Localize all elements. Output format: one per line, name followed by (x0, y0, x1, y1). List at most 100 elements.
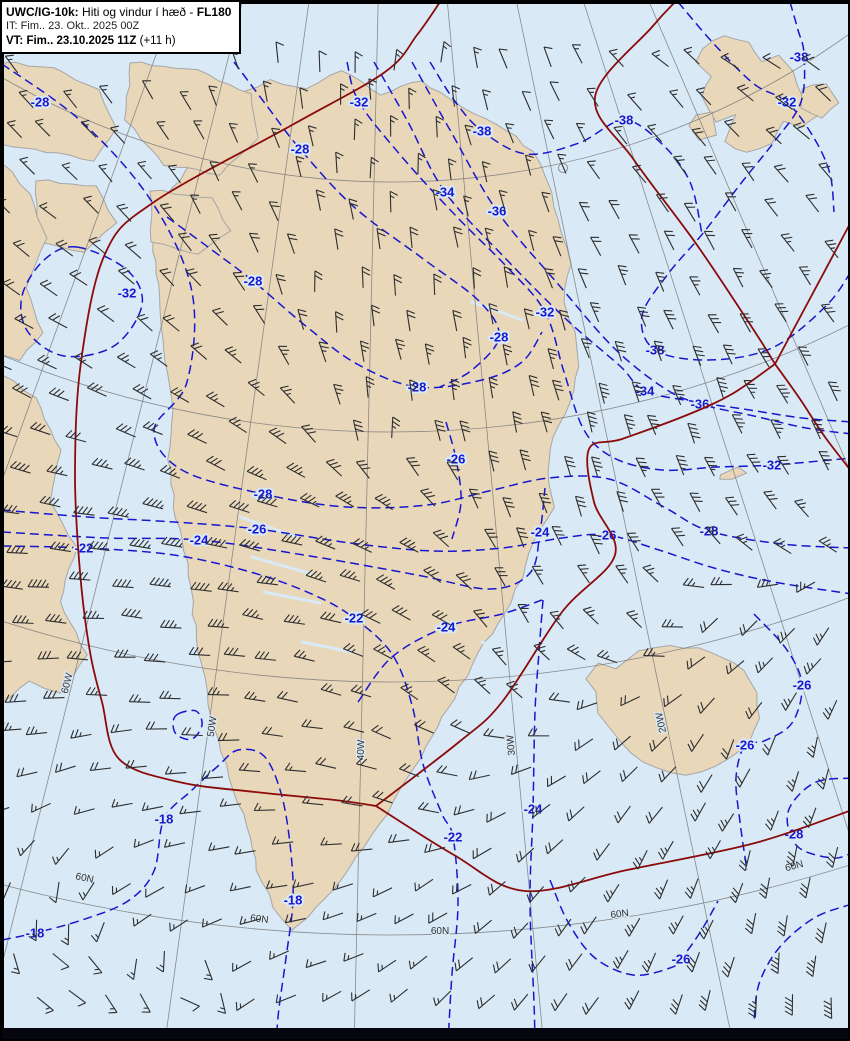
wind-barb (190, 342, 208, 360)
wind-barb (305, 569, 327, 583)
wind-barb (159, 619, 182, 629)
isotherm-line--32-1 (20, 245, 144, 358)
wind-barb (4, 693, 27, 703)
wind-barb (473, 609, 488, 628)
wind-barb (451, 85, 461, 107)
wind-barb (208, 233, 222, 253)
wind-barb (48, 313, 68, 329)
wind-barb (181, 727, 203, 737)
wind-barb (586, 411, 598, 433)
wind-barb (746, 453, 761, 473)
wind-barb (254, 650, 276, 661)
wind-barb (724, 192, 737, 212)
wind-barb (616, 491, 629, 512)
wind-barb (155, 950, 166, 973)
wind-barb (452, 226, 463, 248)
wind-barb (104, 994, 118, 1014)
wind-barb (80, 119, 97, 138)
wind-barb (315, 756, 337, 769)
wind-barb (672, 385, 685, 406)
wind-barb (818, 536, 838, 553)
wind-barb (575, 122, 587, 143)
isotherm-label: -26 (793, 678, 812, 693)
wind-barb (417, 801, 440, 814)
isotherm-line--18-17 (172, 709, 203, 741)
wind-barb (566, 644, 586, 661)
wind-barb (692, 345, 705, 366)
wind-barb (452, 309, 462, 332)
wind-barb (765, 126, 782, 145)
wind-barb (544, 119, 555, 140)
wind-barb (796, 581, 816, 593)
wind-barb (377, 959, 397, 973)
wind-barb (725, 660, 745, 675)
wind-barb (582, 606, 599, 625)
wind-barb (128, 694, 151, 703)
wind-barb (567, 876, 586, 893)
wind-barb (671, 527, 685, 547)
wind-barb (735, 533, 753, 551)
wind-barb (472, 847, 492, 860)
wind-barb (566, 806, 585, 822)
wind-barb (786, 771, 800, 792)
wind-barb (745, 701, 763, 720)
wind-barb (409, 226, 419, 249)
wind-barb (180, 997, 200, 1012)
wind-barb (350, 842, 373, 852)
wind-barb (802, 53, 821, 71)
wind-barb (143, 653, 166, 663)
wind-barb (420, 488, 436, 507)
wind-barb (786, 845, 798, 867)
wind-barb (46, 464, 68, 477)
wind-barb (574, 738, 594, 751)
wind-barb (741, 229, 753, 249)
wind-barb (440, 41, 452, 63)
wind-barb (217, 581, 239, 593)
wind-barb (632, 164, 647, 184)
wind-barb (19, 156, 35, 175)
wind-barb (614, 340, 627, 362)
wind-barb (417, 152, 426, 175)
wind-barb (286, 233, 298, 254)
wind-barb (299, 492, 320, 508)
wind-barb (720, 739, 735, 760)
small-lake-icon (558, 163, 568, 173)
wind-barb (365, 376, 375, 398)
wind-barb (229, 882, 251, 892)
wind-barb (716, 377, 728, 398)
wind-barb (818, 162, 833, 181)
wind-barb (159, 203, 175, 222)
wind-barb (484, 227, 494, 249)
wind-barb (502, 497, 515, 518)
wind-barb (371, 724, 392, 740)
wind-barb (301, 424, 316, 443)
wind-barb (399, 763, 420, 778)
wind-barb (307, 125, 317, 147)
wind-barb (582, 770, 601, 785)
chart-subtitle: Hiti og vindur í hæð - (78, 5, 197, 19)
wind-barb (193, 120, 205, 140)
wind-barb (208, 85, 218, 106)
wind-barb (615, 564, 629, 584)
wind-barb (110, 125, 126, 144)
wind-barb (139, 993, 151, 1013)
wind-barb (371, 304, 381, 327)
wind-barb (373, 644, 393, 660)
wind-barb (798, 266, 812, 286)
wind-barb (705, 840, 721, 860)
wind-barb (798, 346, 812, 366)
init-time: IT: Fim.. 23. Okt.. 2025 00Z (6, 20, 140, 32)
wind-barb (190, 581, 212, 592)
wind-barb (94, 846, 114, 859)
wind-barb (549, 81, 560, 102)
isotherm-label: -32 (118, 286, 137, 301)
wind-barb (488, 450, 500, 472)
wind-barb (320, 837, 342, 846)
isotherm-line--34-5 (373, 61, 848, 423)
wind-barb (704, 456, 718, 477)
fir-boundary-0 (74, 2, 441, 807)
wind-barb (395, 338, 406, 360)
wind-barb (114, 649, 136, 658)
